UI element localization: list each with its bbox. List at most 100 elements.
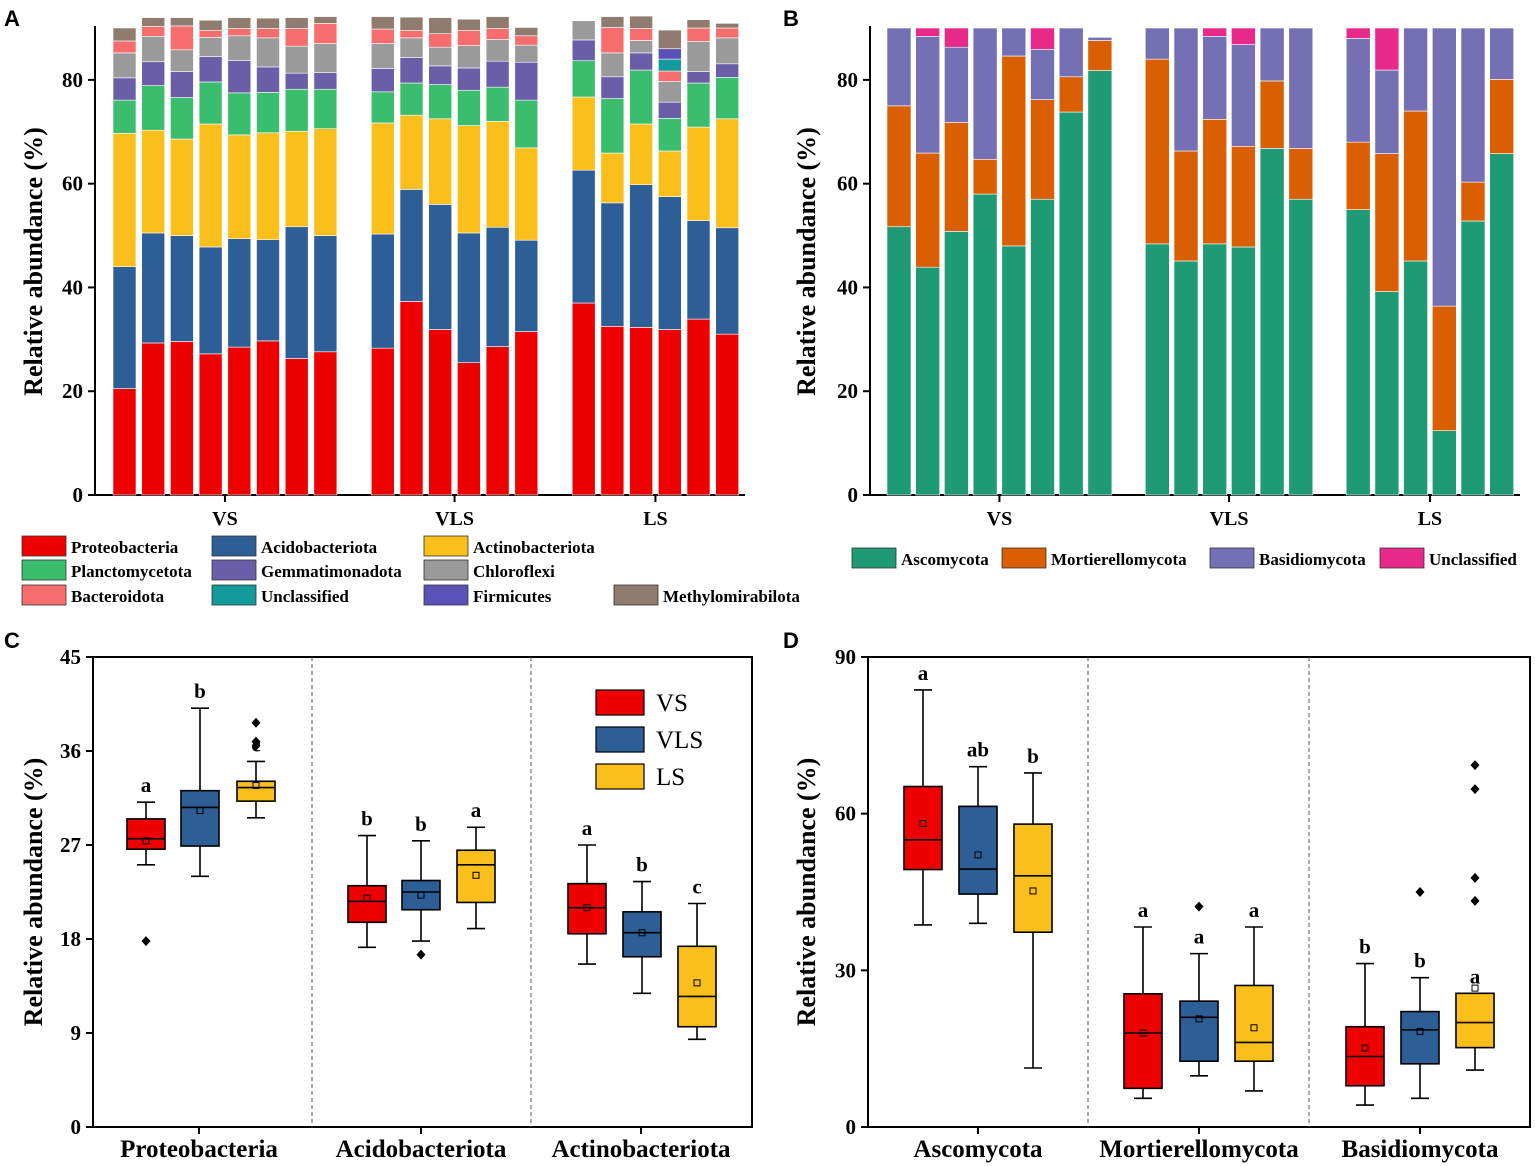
legend-swatch-vs bbox=[595, 689, 645, 716]
outlier-point bbox=[1470, 895, 1480, 906]
bar-segment-proteobacteria bbox=[428, 329, 453, 496]
bar-segment-methylomirabilota bbox=[600, 16, 625, 28]
bar-segment-methylomirabilota bbox=[227, 17, 252, 29]
bar-segment-unclassified_fun bbox=[1345, 27, 1371, 39]
bar-segment-ascomycota bbox=[886, 226, 912, 496]
bar-segment-proteobacteria bbox=[227, 346, 252, 496]
bar-segment-gemmatimonadota bbox=[284, 72, 309, 90]
mean-marker bbox=[974, 851, 982, 859]
legend-label: Ascomycota bbox=[901, 550, 989, 569]
y-tick-label: 20 bbox=[837, 379, 858, 403]
bar-segment-basidiomycota bbox=[1432, 27, 1457, 307]
category-label: Ascomycota bbox=[913, 1136, 1043, 1163]
box-ls bbox=[1455, 992, 1495, 1049]
bar-segment-ascomycota bbox=[1460, 220, 1486, 496]
bar-segment-ascomycota bbox=[1001, 245, 1027, 496]
panel-letter-c: C bbox=[4, 628, 20, 653]
mean-marker bbox=[1471, 984, 1479, 992]
bar-segment-mortierellomycota bbox=[944, 122, 969, 232]
category-label: Proteobacteria bbox=[120, 1136, 278, 1163]
bar-segment-gemmatimonadota bbox=[457, 67, 481, 91]
y-axis-title: Relative abundance (%) bbox=[792, 758, 821, 1027]
significance-letter: c bbox=[692, 874, 701, 898]
bar-segment-ascomycota bbox=[1489, 153, 1514, 496]
bar-segment-bacteroidota bbox=[514, 35, 539, 46]
bar-segment-methylomirabilota bbox=[256, 17, 280, 29]
bar-segment-planctomycetota bbox=[600, 98, 625, 154]
outlier-point bbox=[1194, 901, 1204, 912]
bar-segment-ascomycota bbox=[1173, 260, 1199, 496]
bar-segment-proteobacteria bbox=[141, 342, 165, 496]
y-tick-label: 60 bbox=[62, 172, 83, 196]
mean-marker bbox=[363, 894, 371, 902]
bar-segment-proteobacteria bbox=[686, 318, 711, 496]
bar-segment-acidobacteriota bbox=[571, 169, 596, 304]
bar-segment-acidobacteriota bbox=[514, 239, 539, 332]
significance-letter: b bbox=[194, 679, 206, 703]
legend-swatch-ascomycota bbox=[851, 547, 897, 569]
box-vls bbox=[1400, 1010, 1440, 1065]
mean-marker bbox=[1250, 1024, 1258, 1032]
bar-segment-mortierellomycota bbox=[1345, 141, 1371, 210]
significance-letter: b bbox=[1027, 744, 1039, 768]
bar-segment-proteobacteria bbox=[657, 329, 682, 496]
mean-marker bbox=[472, 871, 480, 879]
y-tick-label: 20 bbox=[62, 379, 83, 403]
bar-segment-bacteroidota bbox=[198, 30, 223, 38]
box-ls bbox=[1234, 984, 1274, 1063]
legend-label: Basidiomycota bbox=[1259, 550, 1366, 569]
bar-segment-planctomycetota bbox=[170, 97, 194, 140]
outlier-point bbox=[1470, 872, 1480, 883]
bar-segment-basidiomycota bbox=[1231, 44, 1256, 147]
bar-segment-actinobacteriota bbox=[715, 118, 740, 229]
bar-segment-gemmatimonadota bbox=[170, 71, 194, 98]
mean-marker bbox=[1029, 887, 1037, 895]
bar-segment-actinobacteriota bbox=[256, 132, 280, 241]
y-tick-label: 0 bbox=[71, 1115, 82, 1139]
bar-segment-acidobacteriota bbox=[485, 226, 510, 347]
bar-segment-proteobacteria bbox=[399, 301, 424, 496]
legend-label: Planctomycetota bbox=[71, 562, 192, 581]
mean-marker bbox=[196, 807, 204, 815]
bar-segment-gemmatimonadota bbox=[485, 60, 510, 88]
bar-segment-actinobacteriota bbox=[629, 123, 653, 186]
bar-segment-basidiomycota bbox=[1173, 27, 1199, 152]
bar-segment-mortierellomycota bbox=[972, 158, 998, 195]
bar-segment-planctomycetota bbox=[629, 69, 653, 125]
y-tick-label: 40 bbox=[837, 275, 858, 299]
bar-segment-methylomirabilota bbox=[428, 17, 453, 35]
bar-segment-bacteroidota bbox=[399, 30, 424, 39]
legend-swatch-basidiomycota bbox=[1209, 547, 1255, 569]
bar-segment-acidobacteriota bbox=[399, 189, 424, 302]
panel-letter-a: A bbox=[4, 6, 20, 31]
bar-segment-basidiomycota bbox=[1058, 27, 1084, 78]
bar-segment-chloroflexi bbox=[370, 43, 395, 69]
bar-segment-ascomycota bbox=[1202, 243, 1227, 496]
bar-segment-gemmatimonadota bbox=[227, 60, 252, 94]
box-vls bbox=[622, 911, 662, 958]
bar-segment-basidiomycota bbox=[1489, 27, 1514, 80]
legend-label: Methylomirabilota bbox=[663, 587, 800, 606]
significance-letter: ab bbox=[967, 738, 989, 762]
bar-segment-acidobacteriota bbox=[428, 204, 453, 330]
bar-segment-acidobacteriota bbox=[141, 232, 165, 344]
box-vs bbox=[1123, 993, 1163, 1090]
bar-segment-methylomirabilota bbox=[399, 16, 424, 31]
legend-label: VLS bbox=[656, 727, 703, 754]
bar-segment-proteobacteria bbox=[256, 340, 280, 496]
bar-segment-chloroflexi bbox=[198, 37, 223, 57]
bar-segment-bacteroidota bbox=[112, 40, 137, 54]
bar-segment-basidiomycota bbox=[1001, 27, 1027, 57]
bar-segment-gemmatimonadota bbox=[657, 101, 682, 119]
bar-segment-proteobacteria bbox=[514, 331, 539, 496]
y-axis-title: Relative abundance (%) bbox=[19, 758, 48, 1027]
significance-letter: a bbox=[1138, 898, 1149, 922]
bar-segment-chloroflexi bbox=[629, 40, 653, 54]
legend-swatch-proteobacteria bbox=[21, 535, 67, 557]
bar-segment-actinobacteriota bbox=[571, 96, 596, 171]
bar-segment-mortierellomycota bbox=[915, 152, 941, 268]
bar-segment-planctomycetota bbox=[457, 89, 481, 126]
y-axis-title: Relative abundance (%) bbox=[19, 127, 48, 396]
bar-segment-actinobacteriota bbox=[198, 123, 223, 248]
